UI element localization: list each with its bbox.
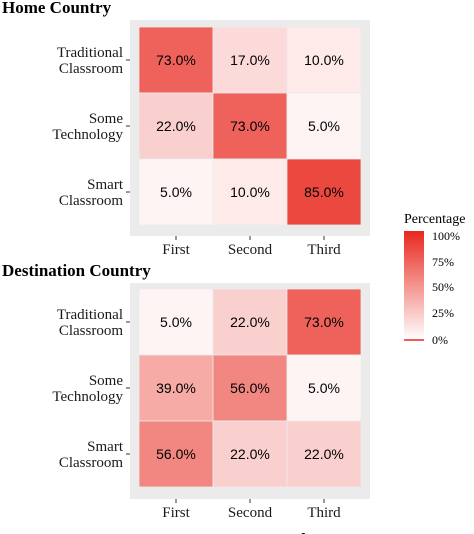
y-tick-label: Smart Classroom — [59, 177, 124, 209]
cell-label: 5.0% — [308, 380, 340, 396]
cell-label: 73.0% — [156, 52, 196, 68]
cell-label: 56.0% — [156, 446, 196, 462]
cell-label: 5.0% — [308, 118, 340, 134]
heatmap-cell — [286, 288, 362, 356]
cell-label: 73.0% — [230, 118, 270, 134]
cell-label: 22.0% — [156, 118, 196, 134]
cell-label: 22.0% — [304, 446, 344, 462]
panel-title: Home Country — [2, 0, 112, 17]
heatmap-cell — [138, 288, 214, 356]
heatmap-cell — [138, 92, 214, 160]
heatmap-cell — [138, 26, 214, 94]
heatmap-panel-2: Destination Country 5.0% 22.0% 73.0% 39.0% 56… — [2, 261, 370, 521]
heatmap-cell — [212, 288, 288, 356]
heatmap-cell — [286, 26, 362, 94]
heatmap-cell — [286, 420, 362, 488]
legend-tick-label: 50% — [432, 280, 454, 294]
x-tick-label: Third — [307, 242, 341, 258]
heatmap-cell — [212, 354, 288, 422]
y-tick-label: Traditional Classroom — [57, 307, 123, 339]
cell-label: 5.0% — [160, 314, 192, 330]
legend-tick-label: 25% — [432, 306, 454, 320]
y-tick-label: Some Technology — [52, 111, 123, 143]
cell-label: 22.0% — [230, 314, 270, 330]
color-legend: Percentage 100% 75% 50% 25% 0% — [404, 212, 465, 347]
panel-title: Destination Country — [2, 261, 151, 280]
cell-label: 5.0% — [160, 184, 192, 200]
x-tick-label: Second — [228, 242, 273, 258]
heatmap-cell — [138, 158, 214, 226]
y-tick-label: Some Technology — [52, 373, 123, 405]
heatmap-cell — [212, 26, 288, 94]
heatmap-cell — [212, 158, 288, 226]
legend-title: Percentage — [404, 212, 465, 227]
cell-label: 17.0% — [230, 52, 270, 68]
x-tick-label: First — [162, 505, 190, 521]
y-tick-label: Smart Classroom — [59, 439, 124, 471]
y-tick-label: Traditional Classroom — [57, 45, 123, 77]
cell-label: 85.0% — [304, 184, 344, 200]
x-tick-label: Second — [228, 505, 273, 521]
x-tick-label: First — [162, 242, 190, 258]
cell-label: 22.0% — [230, 446, 270, 462]
x-tick-label: Third — [307, 505, 341, 521]
heatmap-cell — [286, 158, 362, 226]
cell-label: 56.0% — [230, 380, 270, 396]
heatmap-panel-1: Home Country 73.0% 17.0% 10.0% 22.0% 73.0% 5.0… — [2, 0, 370, 258]
legend-tick-label: 100% — [432, 229, 460, 243]
heatmap-cell — [138, 420, 214, 488]
cell-label: 73.0% — [304, 314, 344, 330]
cell-label: 39.0% — [156, 380, 196, 396]
legend-tick-label: 0% — [432, 333, 448, 347]
legend-colorbar — [404, 231, 424, 340]
x-axis-title: Frequency Rank — [189, 530, 311, 534]
cell-label: 10.0% — [304, 52, 344, 68]
cell-label: 10.0% — [230, 184, 270, 200]
heatmap-cell — [212, 420, 288, 488]
legend-tick-label: 75% — [432, 255, 454, 269]
